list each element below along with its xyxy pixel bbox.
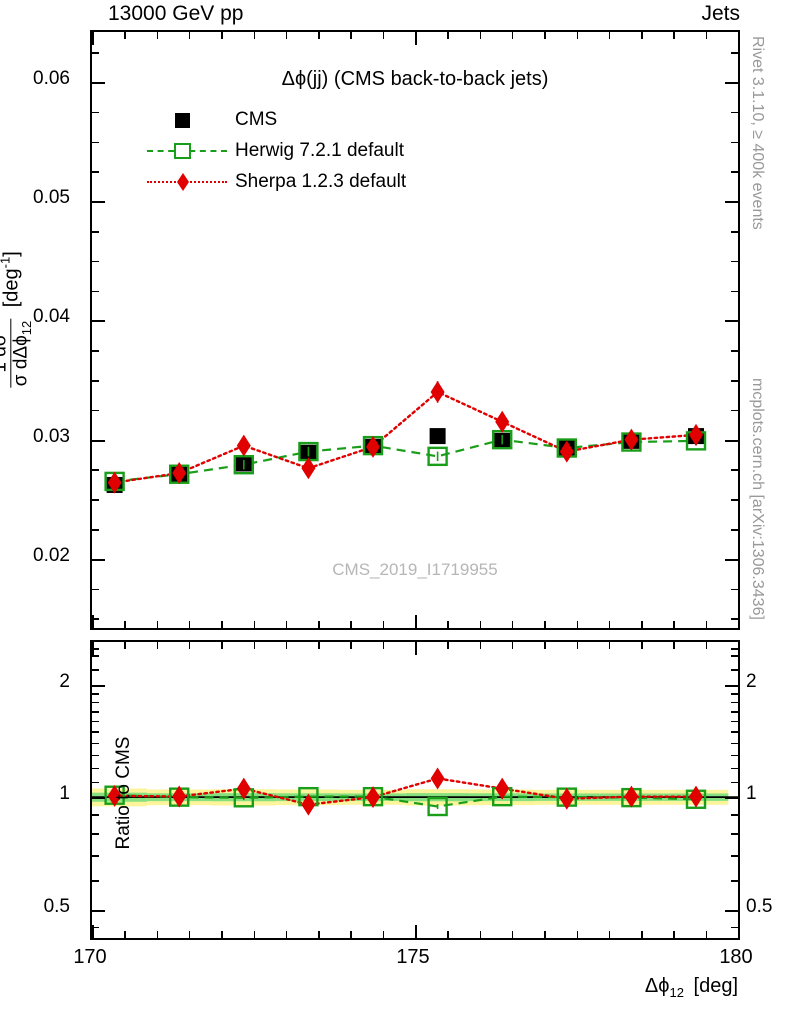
- legend-label-cms: CMS: [235, 109, 278, 130]
- legend-label-herwig: Herwig 7.2.1 default: [235, 140, 404, 161]
- ratio-y-axis-title: Ratio to CMS: [113, 736, 134, 850]
- ratio-y-tick-label: 0.5: [43, 895, 70, 917]
- analysis-watermark: CMS_2019_I1719955: [332, 560, 498, 579]
- ratio-data-canvas: [92, 767, 738, 817]
- ratio-plot-panel: Ratio to CMS: [90, 640, 740, 940]
- ratio-y-tick-label-right: 0.5: [746, 895, 773, 917]
- ratio-y-tick-label: 2: [59, 670, 70, 692]
- header-beam-label: 13000 GeV pp: [108, 2, 244, 25]
- legend-label-sherpa: Sherpa 1.2.3 default: [235, 171, 407, 192]
- plot-title: Δϕ(jj) (CMS back-to-back jets): [281, 68, 549, 90]
- cms-marker-icon: [147, 107, 227, 133]
- mcplots-reference-note: mcplots.cern.ch [arXiv:1306.3436]: [749, 378, 766, 620]
- y-title-numerator: 1 dσ: [0, 318, 12, 389]
- header-category-label: Jets: [701, 2, 740, 25]
- y-tick-label: 0.06: [33, 68, 70, 90]
- rivet-version-note: Rivet 3.1.10, ≥ 400k events: [749, 36, 766, 230]
- y-title-unit: [deg-1]: [0, 251, 23, 308]
- sherpa-marker-icon: [147, 169, 227, 195]
- y-title-denominator: σ dΔϕ12: [10, 320, 35, 387]
- main-plot-panel: Δϕ(jj) (CMS back-to-back jets) CMS_2019_…: [90, 30, 740, 630]
- herwig-marker-icon: [147, 138, 227, 164]
- ratio-y-tick-label-right: 1: [746, 783, 757, 805]
- x-tick-label: 180: [719, 946, 753, 968]
- main-data-canvas: [104, 380, 707, 494]
- x-tick-label: 170: [73, 946, 107, 968]
- y-tick-label: 0.03: [33, 425, 70, 447]
- y-tick-label: 0.02: [33, 544, 70, 566]
- x-tick-label: 175: [396, 946, 430, 968]
- ratio-y-tick-label: 1: [59, 783, 70, 805]
- x-axis-title: Δϕ12 [deg]: [644, 975, 738, 1000]
- y-tick-label: 0.05: [33, 187, 70, 209]
- ratio-y-tick-label-right: 2: [746, 670, 757, 692]
- y-tick-label: 0.04: [33, 306, 70, 328]
